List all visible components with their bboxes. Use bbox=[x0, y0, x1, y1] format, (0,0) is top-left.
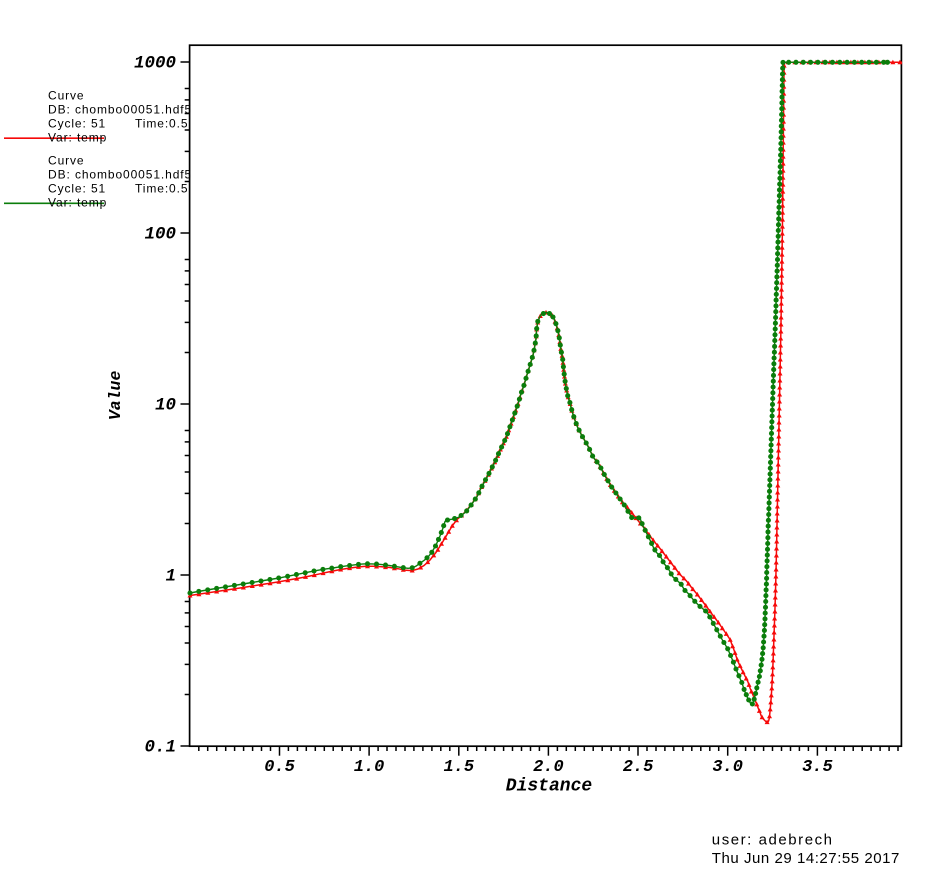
svg-text:Cycle: 51: Cycle: 51 bbox=[48, 182, 106, 196]
svg-text:user: adebrech: user: adebrech bbox=[712, 832, 834, 849]
svg-text:Time:0.5: Time:0.5 bbox=[135, 116, 188, 130]
svg-text:10: 10 bbox=[155, 396, 176, 416]
svg-text:Time:0.5: Time:0.5 bbox=[135, 182, 188, 196]
svg-text:0.5: 0.5 bbox=[264, 758, 295, 777]
svg-text:Cycle: 51: Cycle: 51 bbox=[48, 116, 106, 130]
svg-text:Value: Value bbox=[106, 371, 125, 421]
svg-text:3.5: 3.5 bbox=[802, 758, 833, 777]
svg-text:Curve: Curve bbox=[48, 153, 85, 167]
svg-text:Thu Jun 29 14:27:55 2017: Thu Jun 29 14:27:55 2017 bbox=[712, 850, 900, 867]
svg-text:1000: 1000 bbox=[134, 54, 176, 74]
svg-text:Curve: Curve bbox=[48, 88, 85, 102]
svg-text:1.0: 1.0 bbox=[354, 758, 385, 777]
svg-text:1.5: 1.5 bbox=[443, 758, 474, 777]
svg-text:2.0: 2.0 bbox=[533, 758, 564, 777]
svg-text:Var: temp: Var: temp bbox=[48, 196, 107, 210]
svg-text:DB: chombo00051.hdf5: DB: chombo00051.hdf5 bbox=[48, 168, 192, 182]
svg-text:DB: chombo00051.hdf5: DB: chombo00051.hdf5 bbox=[48, 102, 192, 116]
svg-text:Var: temp: Var: temp bbox=[48, 130, 107, 144]
svg-text:2.5: 2.5 bbox=[623, 758, 654, 777]
svg-text:Distance: Distance bbox=[506, 777, 593, 797]
svg-text:100: 100 bbox=[144, 225, 176, 245]
svg-text:0.1: 0.1 bbox=[144, 738, 176, 758]
svg-text:1: 1 bbox=[165, 567, 176, 587]
svg-text:3.0: 3.0 bbox=[712, 758, 743, 777]
